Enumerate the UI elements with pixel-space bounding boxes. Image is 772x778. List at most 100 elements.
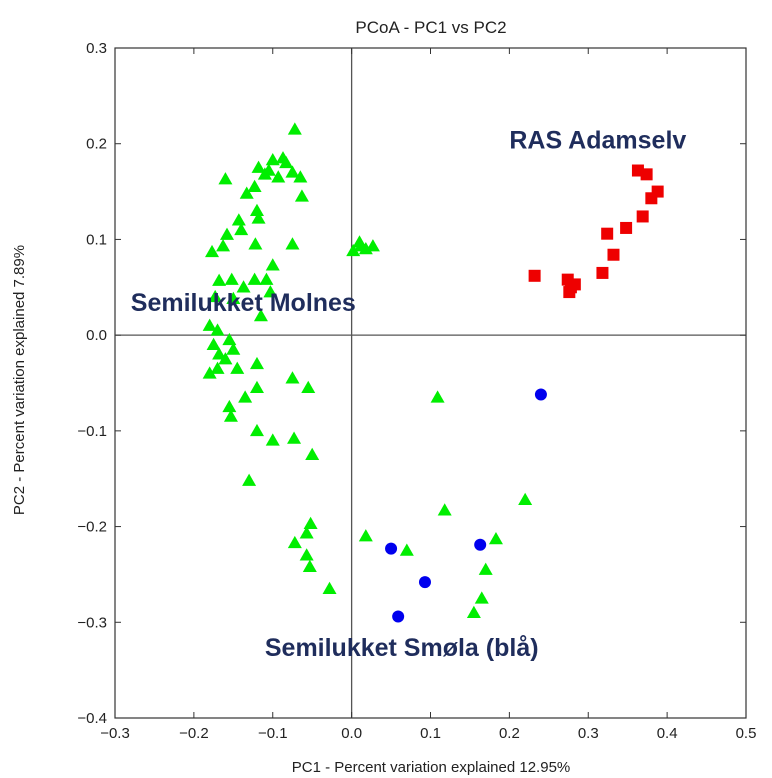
- circle-point: [474, 538, 487, 551]
- y-tick-label: 0.3: [86, 40, 107, 57]
- triangle-point: [488, 532, 503, 545]
- axis-ticks: [114, 47, 747, 719]
- triangle-point: [238, 390, 253, 403]
- y-tick-label: 0.0: [86, 327, 107, 344]
- triangle-point: [249, 356, 264, 370]
- y-tick-label: 0.2: [86, 136, 107, 153]
- y-tick-label: −0.2: [77, 519, 107, 536]
- triangle-point: [322, 581, 337, 595]
- triangle-point: [239, 186, 254, 199]
- triangle-point: [279, 155, 294, 169]
- triangle-point: [210, 361, 225, 374]
- triangle-point: [226, 291, 241, 305]
- circle-point: [534, 388, 547, 401]
- triangle-point: [358, 529, 373, 542]
- triangle-point: [249, 380, 264, 394]
- triangle-point: [518, 492, 533, 506]
- square-point: [620, 221, 633, 234]
- triangle-point: [263, 285, 278, 298]
- cluster-annotation: Semilukket Smøla (blå): [265, 634, 539, 662]
- plot-area: RAS Adamselv Semilukket Molnes Semilukket …: [114, 47, 747, 719]
- triangle-point: [208, 289, 223, 303]
- x-tick-label: 0.1: [420, 725, 441, 742]
- square-point: [563, 286, 576, 299]
- cluster-annotation: Semilukket Molnes: [131, 289, 356, 317]
- triangle-point: [230, 361, 245, 374]
- x-tick-label: −0.3: [100, 725, 130, 742]
- y-axis-label: PC2 - Percent variation explained 7.89%: [11, 245, 28, 515]
- data-markers: [202, 122, 664, 623]
- triangle-point: [474, 591, 489, 604]
- triangle-point: [287, 122, 302, 135]
- triangle-point: [218, 172, 233, 185]
- triangle-point: [212, 273, 227, 286]
- triangle-point: [202, 318, 217, 331]
- square-point: [636, 210, 649, 223]
- triangle-point: [285, 371, 300, 384]
- triangle-point: [287, 431, 302, 444]
- triangle-point: [248, 237, 263, 250]
- triangle-point: [265, 433, 280, 446]
- triangle-point: [212, 347, 227, 360]
- circle-point: [392, 610, 405, 623]
- triangle-point: [294, 189, 309, 202]
- x-tick-label: 0.4: [657, 725, 678, 742]
- triangle-point: [226, 342, 241, 355]
- x-tick-label: 0.3: [578, 725, 599, 742]
- triangle-point: [265, 258, 280, 271]
- triangle-point: [251, 160, 266, 173]
- triangle-point: [430, 390, 445, 403]
- cluster-annotation: RAS Adamselv: [509, 127, 686, 155]
- x-tick-label: 0.2: [499, 725, 520, 742]
- triangle-point: [224, 272, 239, 285]
- y-tick-label: −0.3: [77, 614, 107, 631]
- square-point: [596, 266, 609, 279]
- square-point: [640, 168, 653, 181]
- triangle-point: [220, 227, 235, 240]
- triangle-point: [247, 272, 262, 285]
- cluster-annotations: RAS Adamselv Semilukket Molnes Semilukket …: [131, 127, 687, 662]
- triangle-point: [302, 559, 317, 573]
- square-point: [601, 227, 614, 240]
- triangle-point: [303, 516, 318, 529]
- triangle-point: [437, 503, 452, 516]
- y-tick-label: −0.4: [77, 710, 107, 727]
- x-tick-label: 0.5: [736, 725, 757, 742]
- triangle-point: [249, 423, 264, 437]
- triangle-point: [222, 332, 237, 346]
- triangle-point: [216, 239, 231, 252]
- x-axis-label: PC1 - Percent variation explained 12.95%: [292, 759, 571, 776]
- circle-point: [385, 542, 398, 555]
- triangle-point: [257, 167, 272, 180]
- triangle-point: [234, 222, 249, 236]
- triangle-point: [259, 272, 274, 285]
- square-point: [607, 248, 620, 261]
- triangle-point: [285, 165, 300, 178]
- triangle-point: [346, 243, 361, 257]
- triangle-point: [365, 239, 380, 252]
- triangle-point: [253, 309, 268, 322]
- triangle-point: [299, 548, 314, 561]
- triangle-point: [242, 473, 257, 486]
- square-point: [528, 269, 541, 282]
- triangle-point: [285, 237, 300, 250]
- y-tick-label: −0.1: [77, 423, 107, 440]
- triangle-point: [247, 179, 262, 193]
- triangle-point: [205, 244, 220, 258]
- triangle-point: [478, 562, 493, 575]
- triangle-point: [466, 605, 481, 618]
- triangle-point: [236, 280, 251, 293]
- chart-title: PCoA - PC1 vs PC2: [355, 18, 506, 37]
- tick-labels: −0.3 −0.2 −0.1 0.0 0.1 0.2 0.3 0.4 0.5 0.3 0.2 0.1 0…: [77, 40, 756, 742]
- triangle-point: [223, 409, 238, 422]
- triangle-point: [301, 380, 316, 394]
- triangle-point: [305, 447, 320, 461]
- triangle-point: [210, 323, 225, 336]
- triangle-point: [218, 352, 233, 365]
- triangle-point: [222, 399, 237, 413]
- plot-frame: [114, 47, 747, 719]
- y-tick-label: 0.1: [86, 231, 107, 248]
- triangle-point: [265, 152, 280, 166]
- triangle-point: [249, 203, 264, 216]
